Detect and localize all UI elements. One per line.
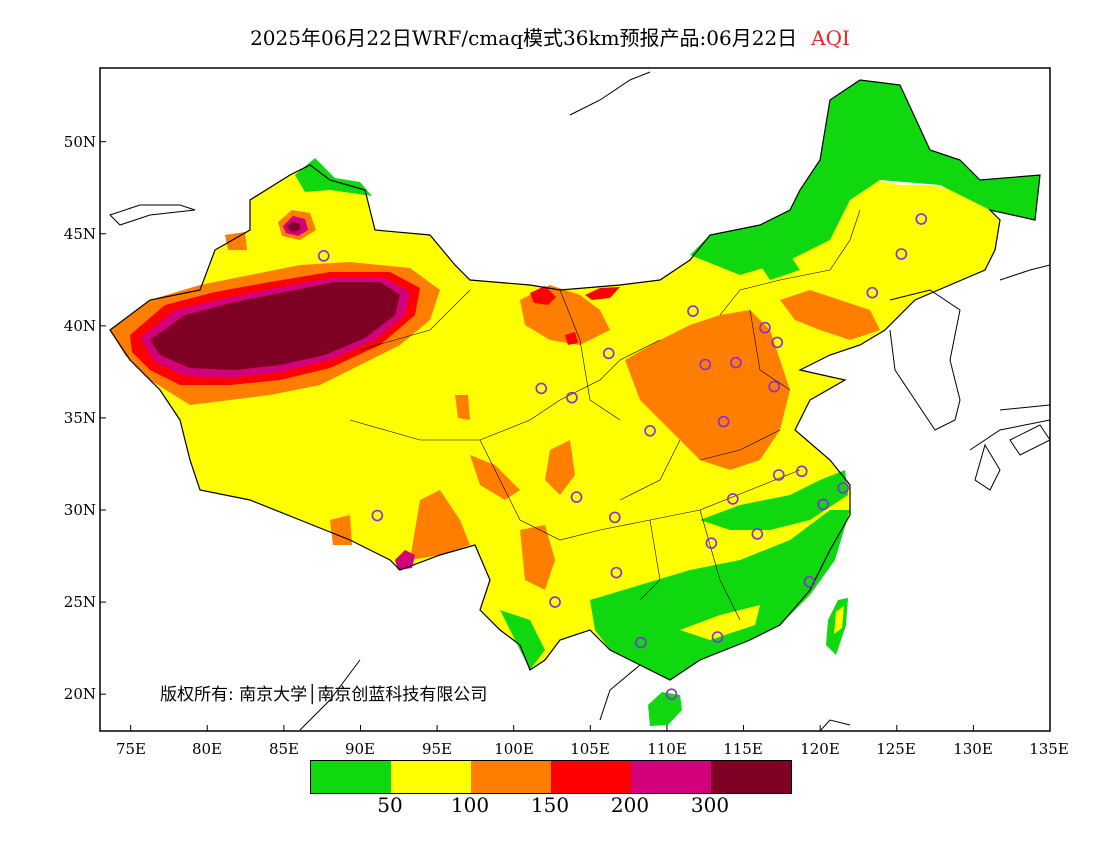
lat-label-35n: 35N	[63, 409, 96, 427]
lon-label-75e: 75E	[115, 740, 147, 758]
lat-label-45n: 45N	[63, 225, 96, 243]
lon-label-115e: 115E	[723, 740, 763, 758]
lon-label-120e: 120E	[800, 740, 840, 758]
legend-label-150: 150	[530, 793, 570, 817]
legend-label-100: 100	[450, 793, 490, 817]
city-marker	[751, 528, 764, 540]
legend-swatch-orange	[471, 761, 551, 793]
national-border	[109, 79, 1041, 681]
city-marker	[727, 493, 739, 505]
city-marker	[665, 688, 678, 700]
city-marker	[803, 576, 816, 588]
foreign-coastlines	[109, 71, 1050, 731]
lon-label-85e: 85E	[268, 740, 300, 758]
city-marker	[535, 382, 548, 395]
city-marker	[711, 631, 724, 643]
title-variable: AQI	[811, 26, 850, 50]
map-frame	[99, 67, 1051, 732]
title-main: 2025年06月22日WRF/cmaq模式36km预报产品:06月22日	[250, 26, 798, 50]
lon-label-135e: 135E	[1029, 740, 1069, 758]
lat-label-50n: 50N	[63, 133, 96, 151]
city-marker	[549, 596, 561, 608]
map-content	[109, 71, 1050, 731]
city-marker	[730, 356, 742, 369]
province-borders	[349, 209, 861, 621]
copyright-text: 版权所有: 南京大学│南京创蓝科技有限公司	[160, 685, 488, 705]
legend-label-200: 200	[610, 793, 650, 817]
lat-label-20n: 20N	[63, 685, 96, 703]
city-marker	[717, 415, 730, 428]
city-marker	[915, 213, 928, 225]
lat-label-30n: 30N	[63, 501, 96, 519]
city-marker	[687, 305, 699, 317]
city-marker	[837, 482, 849, 494]
city-marker	[771, 336, 784, 349]
city-marker	[610, 566, 623, 579]
lon-label-125e: 125E	[876, 740, 916, 758]
lon-label-80e: 80E	[191, 740, 223, 758]
city-marker	[699, 358, 712, 371]
legend-label-300: 300	[690, 793, 730, 817]
legend-swatch-green	[311, 761, 391, 793]
city-marker	[795, 465, 808, 478]
lon-label-95e: 95E	[421, 740, 453, 758]
city-marker	[317, 250, 330, 262]
legend-label-50: 50	[377, 793, 403, 817]
map-title: 2025年06月22日WRF/cmaq模式36km预报产品:06月22日 AQI	[0, 22, 1100, 51]
green-south	[590, 510, 850, 680]
green-northeast	[690, 80, 1040, 275]
city-marker	[768, 380, 780, 393]
lon-label-105e: 105E	[570, 740, 610, 758]
lon-label-110e: 110E	[647, 740, 687, 758]
lat-label-25n: 25N	[63, 593, 96, 611]
city-marker	[570, 491, 583, 503]
city-markers	[317, 213, 928, 700]
legend-swatch-yellow	[391, 761, 471, 793]
city-marker	[759, 321, 771, 334]
legend-swatch-purple	[631, 761, 711, 793]
axis-ticks	[100, 141, 1051, 731]
city-marker	[566, 391, 578, 404]
city-marker	[895, 248, 908, 260]
lon-label-130e: 130E	[953, 740, 993, 758]
hainan-island	[648, 692, 682, 726]
lat-label-40n: 40N	[63, 317, 96, 335]
city-marker	[772, 469, 785, 481]
city-marker	[705, 537, 718, 549]
aqi-color-legend	[310, 760, 792, 794]
city-marker	[817, 498, 830, 511]
city-marker	[635, 636, 647, 649]
city-marker	[371, 509, 384, 522]
lon-label-100e: 100E	[494, 740, 534, 758]
city-marker	[866, 286, 879, 299]
legend-swatch-red	[551, 761, 631, 793]
city-marker	[644, 425, 656, 437]
legend-swatch-maroon	[711, 761, 791, 793]
city-marker	[609, 511, 621, 524]
lon-label-90e: 90E	[344, 740, 376, 758]
maroon-tarim-basin	[150, 282, 400, 370]
orange-north-china	[625, 310, 790, 470]
city-marker	[602, 347, 615, 360]
